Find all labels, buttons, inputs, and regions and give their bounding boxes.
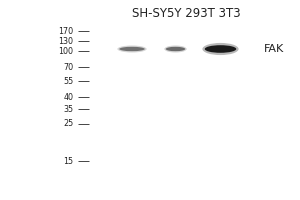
Text: 40: 40 [64, 92, 74, 102]
Text: 100: 100 [58, 46, 74, 55]
Text: 130: 130 [58, 36, 74, 46]
Text: FAK: FAK [264, 44, 284, 54]
Text: 170: 170 [58, 26, 74, 36]
Text: SH-SY5Y 293T 3T3: SH-SY5Y 293T 3T3 [132, 7, 240, 20]
Text: 55: 55 [63, 76, 74, 86]
Ellipse shape [202, 43, 238, 55]
Ellipse shape [164, 45, 187, 53]
Text: 35: 35 [63, 104, 74, 114]
Ellipse shape [166, 47, 185, 51]
Ellipse shape [205, 45, 236, 53]
Text: 70: 70 [63, 62, 74, 72]
Ellipse shape [117, 45, 147, 53]
Text: 25: 25 [63, 119, 74, 129]
Ellipse shape [119, 47, 145, 51]
Text: 15: 15 [63, 156, 74, 166]
